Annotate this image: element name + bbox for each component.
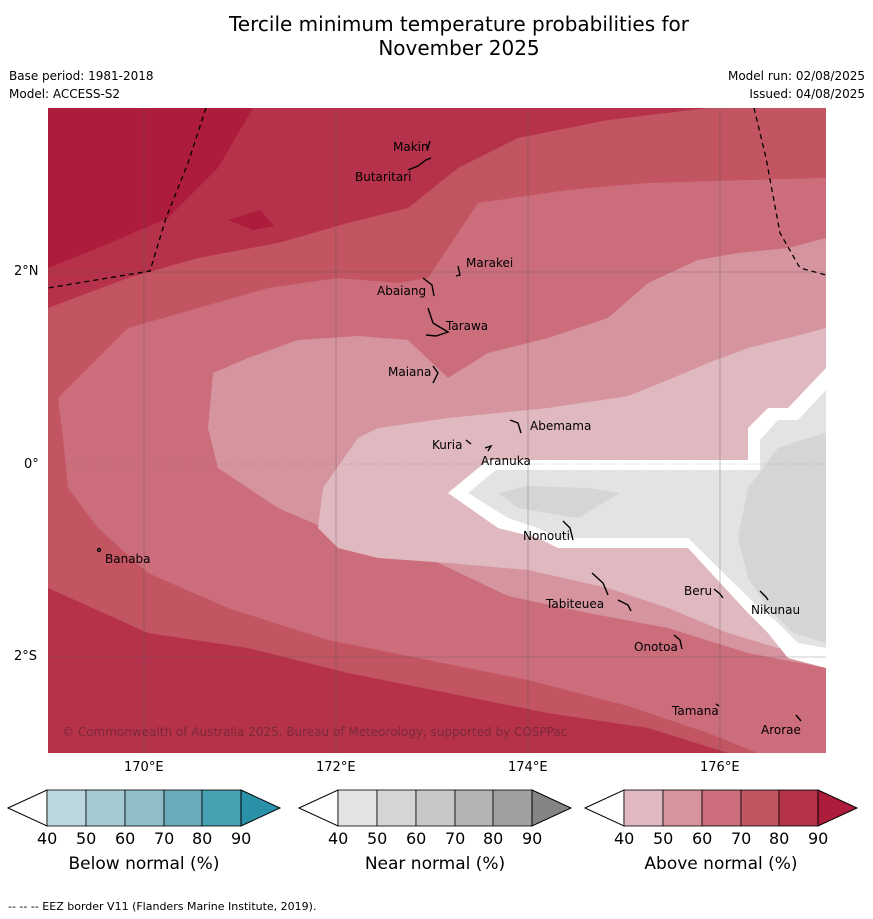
label-arorae: Arorae (761, 723, 801, 737)
cbar-above-60-70 (701, 789, 742, 827)
copyright-notice: © Commonwealth of Australia 2025, Bureau… (62, 725, 567, 739)
label-banaba: Banaba (105, 552, 151, 566)
cbar-above-40-50 (623, 789, 664, 827)
cbar-below-title: Below normal (%) (68, 854, 220, 874)
cbar-below-tick: 40 (37, 829, 58, 848)
cbar-near-tick: 50 (367, 829, 388, 848)
lon-label-170e: 170°E (124, 760, 164, 775)
chart-title: Tercile minimum temperature probabilitie… (0, 12, 873, 60)
cbar-below-60-70 (124, 789, 165, 827)
zone-near-40-50 (468, 390, 826, 648)
label-abaiang: Abaiang (377, 284, 426, 298)
label-beru: Beru (684, 584, 712, 598)
cbar-below-80-90 (201, 789, 242, 827)
cbar-near-max-arrow (531, 789, 573, 827)
map-svg: Makin Butaritari Marakei Abaiang Tarawa … (48, 108, 826, 753)
label-kuria: Kuria (432, 438, 463, 452)
label-onotoa: Onotoa (634, 640, 678, 654)
eez-footnote: -- -- -- EEZ border V11 (Flanders Marine… (8, 900, 317, 913)
issued-date: Issued: 04/08/2025 (749, 87, 865, 101)
label-nonouti: Nonouti (523, 529, 570, 543)
lat-label-0: 0° (24, 457, 39, 472)
colorbar-near (297, 789, 573, 827)
lat-label-2n: 2°N (14, 264, 39, 279)
lon-label-176e: 176°E (700, 760, 740, 775)
cbar-below-tick: 50 (76, 829, 97, 848)
cbar-above-80-90 (778, 789, 819, 827)
cbar-below-tick: 70 (154, 829, 175, 848)
graticule (48, 108, 826, 753)
zone-near-50-60-patch (498, 486, 620, 518)
cbar-above-min-arrow (583, 789, 625, 827)
label-tamana: Tamana (671, 704, 719, 718)
eez-border (48, 108, 826, 289)
zone-above-90 (48, 108, 253, 268)
cbar-above-50-60 (662, 789, 703, 827)
cbar-near-tick: 60 (406, 829, 427, 848)
cbar-above-70-80 (740, 789, 780, 827)
cbar-near-tick: 70 (445, 829, 466, 848)
cbar-near-tick: 40 (328, 829, 349, 848)
cbar-near-tick: 80 (483, 829, 504, 848)
cbar-above-tick: 60 (692, 829, 713, 848)
colorbar-above (583, 789, 859, 827)
label-makin: Makin (393, 140, 429, 154)
cbar-below-tick: 60 (115, 829, 136, 848)
label-tarawa: Tarawa (445, 319, 488, 333)
cbar-below-40-50 (46, 789, 87, 827)
zone-above-90-patch (228, 210, 274, 230)
cbar-near-60-70 (415, 789, 456, 827)
label-tabiteuea: Tabiteuea (545, 597, 604, 611)
base-period: Base period: 1981-2018 (9, 69, 154, 83)
cbar-below-70-80 (163, 789, 203, 827)
cbar-near-title: Near normal (%) (364, 854, 506, 874)
island-labels: Makin Butaritari Marakei Abaiang Tarawa … (105, 140, 801, 737)
map-panel: Makin Butaritari Marakei Abaiang Tarawa … (48, 108, 826, 753)
cbar-above-tick: 40 (614, 829, 635, 848)
cbar-below-min-arrow (6, 789, 48, 827)
cbar-above-tick: 80 (769, 829, 790, 848)
cbar-below-tick: 80 (192, 829, 213, 848)
label-abemama: Abemama (530, 419, 591, 433)
cbar-above-tick: 90 (808, 829, 829, 848)
colorbar-below (6, 789, 282, 827)
cbar-near-70-80 (454, 789, 494, 827)
cbar-below-tick: 90 (231, 829, 252, 848)
cbar-near-50-60 (376, 789, 417, 827)
zone-near-50-60 (738, 433, 826, 643)
title-line-1: Tercile minimum temperature probabilitie… (228, 12, 690, 36)
cbar-below-max-arrow (240, 789, 282, 827)
cbar-below-50-60 (85, 789, 126, 827)
cbar-above-title: Above normal (%) (644, 854, 798, 874)
label-aranuka: Aranuka (481, 454, 531, 468)
lon-label-174e: 174°E (508, 760, 548, 775)
label-butaritari: Butaritari (355, 170, 412, 184)
cbar-above-tick: 70 (731, 829, 752, 848)
zone-above-70-80-left (48, 398, 68, 548)
cbar-near-tick: 90 (522, 829, 543, 848)
label-maiana: Maiana (388, 365, 431, 379)
lat-label-2s: 2°S (14, 649, 38, 664)
island-outlines (96, 140, 802, 722)
cbar-above-tick: 50 (653, 829, 674, 848)
cbar-near-80-90 (492, 789, 533, 827)
label-nikunau: Nikunau (751, 603, 800, 617)
cbar-near-min-arrow (297, 789, 339, 827)
cbar-above-max-arrow (817, 789, 859, 827)
title-line-2: November 2025 (378, 36, 540, 60)
cbar-near-40-50 (337, 789, 378, 827)
lon-label-172e: 172°E (316, 760, 356, 775)
model-name: Model: ACCESS-S2 (9, 87, 121, 101)
colorbars (6, 789, 859, 827)
model-run: Model run: 02/08/2025 (727, 69, 865, 83)
label-marakei: Marakei (466, 256, 513, 270)
